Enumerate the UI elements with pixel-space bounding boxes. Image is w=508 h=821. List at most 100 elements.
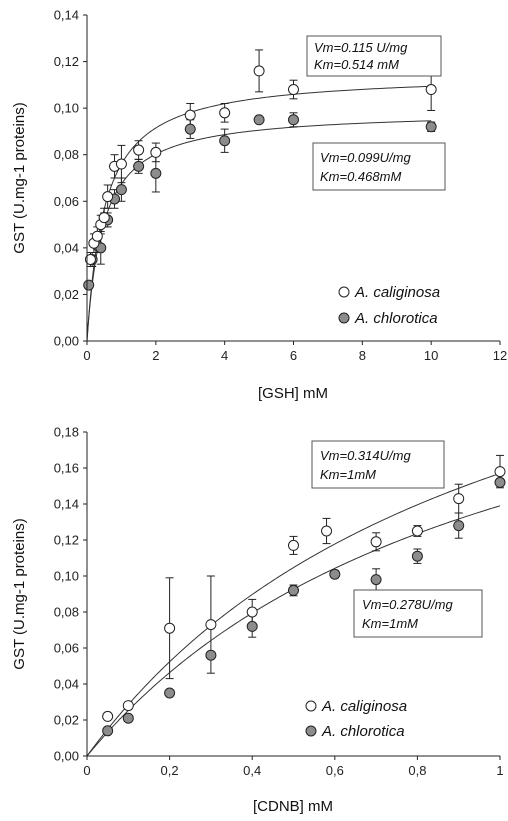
- x-tick-label: 12: [493, 348, 507, 363]
- data-point-chlorotica: [411, 550, 423, 562]
- annotation-box-chlorotica: Vm=0.278U/mg Km=1mM: [353, 589, 483, 638]
- x-tick-label: 10: [424, 348, 438, 363]
- y-tick-label: 0,12: [54, 533, 79, 548]
- data-point-caliginosa: [321, 525, 333, 537]
- data-point-chlorotica: [102, 725, 114, 737]
- data-point-chlorotica: [205, 649, 217, 661]
- y-axis-label: GST (U.mg-1 proteins): [11, 102, 28, 253]
- y-tick-label: 0,08: [54, 605, 79, 620]
- data-point-caliginosa: [205, 619, 217, 631]
- data-point-caliginosa: [84, 254, 96, 265]
- tick-marks: [83, 14, 501, 345]
- y-tick-label: 0,04: [54, 677, 79, 692]
- x-axis-label: [GSH] mM: [258, 385, 328, 402]
- legend: A. caliginosa A. chlorotica: [338, 284, 440, 327]
- y-tick-label: 0,08: [54, 147, 79, 162]
- legend-marker-chlorotica: [305, 725, 317, 737]
- x-tick-label: 8: [359, 348, 366, 363]
- legend-marker-caliginosa: [338, 286, 350, 298]
- data-point-caliginosa: [102, 710, 114, 722]
- y-tick-label: 0,00: [54, 749, 79, 764]
- axes: [86, 432, 500, 757]
- y-tick-label: 0,06: [54, 641, 79, 656]
- data-point-chlorotica: [246, 620, 258, 632]
- data-points: [83, 65, 437, 291]
- annotation-km: Km=1mM: [320, 467, 376, 482]
- data-point-caliginosa: [288, 84, 299, 96]
- data-point-chlorotica: [83, 279, 95, 291]
- data-point-chlorotica: [115, 184, 127, 196]
- data-point-caliginosa: [425, 84, 437, 96]
- x-tick-label: 4: [221, 348, 228, 363]
- data-point-caliginosa: [453, 493, 465, 505]
- legend-marker-chlorotica: [338, 312, 350, 324]
- data-point-caliginosa: [150, 146, 162, 158]
- data-point-caliginosa: [184, 109, 196, 121]
- chart-panel-gsh: 0,00 0,02 0,04 0,06 0,08 0,10 0,12 0,14 0 2 4 6 8 10…: [11, 8, 507, 403]
- y-tick-labels: 0,00 0,02 0,04 0,06 0,08 0,10 0,12 0,14: [54, 8, 79, 349]
- legend-label-chlorotica: A. chlorotica: [321, 723, 405, 740]
- x-tick-label: 1: [496, 763, 503, 778]
- x-tick-labels: 0 0,2 0,4 0,6 0,8 1: [83, 763, 503, 778]
- data-point-chlorotica: [150, 167, 162, 179]
- data-point-chlorotica: [122, 712, 134, 724]
- x-tick-label: 0: [83, 348, 90, 363]
- y-tick-label: 0,12: [54, 54, 79, 69]
- data-point-chlorotica: [219, 135, 231, 147]
- data-point-chlorotica: [425, 121, 437, 133]
- data-point-caliginosa: [288, 539, 299, 551]
- y-tick-label: 0,10: [54, 569, 79, 584]
- data-point-chlorotica: [329, 568, 341, 580]
- data-point-caliginosa: [91, 230, 103, 242]
- legend-label-chlorotica: A. chlorotica: [354, 310, 438, 327]
- data-point-caliginosa: [219, 107, 231, 119]
- y-tick-label: 0,14: [54, 497, 79, 512]
- legend-label-caliginosa: A. caliginosa: [321, 698, 407, 715]
- annotation-vm: Vm=0.278U/mg: [362, 597, 453, 612]
- x-tick-label: 6: [290, 348, 297, 363]
- annotation-vm: Vm=0.099U/mg: [320, 150, 411, 165]
- data-point-caliginosa: [122, 700, 134, 712]
- data-points: [102, 466, 506, 737]
- y-tick-label: 0,02: [54, 287, 79, 302]
- chart-panel-cdnb: 0,00 0,02 0,04 0,06 0,08 0,10 0,12 0,14 0,16 0,18…: [11, 425, 506, 815]
- data-point-chlorotica: [453, 520, 465, 532]
- x-tick-label: 2: [152, 348, 159, 363]
- annotation-km: Km=1mM: [362, 616, 418, 631]
- data-point-chlorotica: [253, 114, 265, 126]
- x-tick-label: 0,6: [326, 763, 344, 778]
- data-point-caliginosa: [115, 158, 127, 170]
- data-point-caliginosa: [164, 622, 176, 634]
- data-point-chlorotica: [494, 476, 506, 488]
- legend-marker-caliginosa: [305, 700, 317, 712]
- legend: A. caliginosa A. chlorotica: [305, 698, 407, 740]
- annotation-box-caliginosa: Vm=0.314U/mg Km=1mM: [311, 440, 445, 489]
- x-axis-label: [CDNB] mM: [253, 798, 333, 815]
- annotation-km: Km=0.468mM: [320, 169, 401, 184]
- data-point-caliginosa: [133, 144, 145, 156]
- tick-marks: [83, 431, 501, 760]
- y-tick-label: 0,18: [54, 425, 79, 440]
- data-point-caliginosa: [246, 606, 258, 618]
- x-tick-labels: 0 2 4 6 8 10 12: [83, 348, 507, 363]
- y-tick-labels: 0,00 0,02 0,04 0,06 0,08 0,10 0,12 0,14 0,16 0,18: [54, 425, 79, 764]
- data-point-chlorotica: [184, 123, 196, 135]
- data-point-chlorotica: [164, 687, 176, 699]
- x-tick-label: 0,2: [161, 763, 179, 778]
- fit-curve-caliginosa: [86, 472, 501, 757]
- annotation-vm: Vm=0.314U/mg: [320, 448, 411, 463]
- y-tick-label: 0,06: [54, 194, 79, 209]
- annotation-box-chlorotica: Vm=0.099U/mg Km=0.468mM: [312, 142, 446, 191]
- data-point-caliginosa: [494, 466, 506, 478]
- y-axis-label: GST (U.mg-1 proteins): [11, 518, 28, 669]
- data-point-caliginosa: [102, 191, 114, 203]
- x-tick-label: 0,4: [243, 763, 261, 778]
- data-point-caliginosa: [253, 65, 265, 77]
- y-tick-label: 0,10: [54, 101, 79, 116]
- data-point-chlorotica: [370, 574, 382, 586]
- y-tick-label: 0,14: [54, 8, 79, 23]
- data-point-caliginosa: [411, 525, 423, 537]
- data-point-chlorotica: [288, 584, 299, 596]
- x-tick-label: 0,8: [408, 763, 426, 778]
